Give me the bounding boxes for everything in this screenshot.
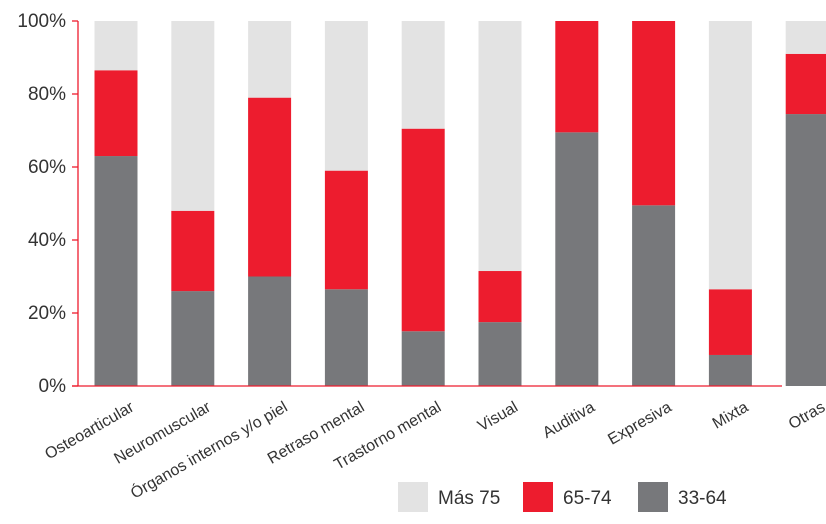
y-tick-label-5: 100% (17, 11, 66, 32)
bar-trastorno-mental-mas-75 (401, 21, 445, 129)
legend-swatch-65-74 (523, 482, 553, 512)
x-tick-label-mixta: Mixta (710, 399, 752, 433)
bar-retraso-mental-33-64 (324, 289, 368, 386)
x-tick-label-auditiva: Auditiva (540, 399, 598, 442)
bar-trastorno-mental-65-74 (401, 128, 445, 332)
bar-mixta-mas-75 (708, 21, 752, 290)
bar-otras-33-64 (785, 114, 826, 386)
bar-neuromuscular-65-74 (171, 210, 215, 292)
y-tick-label-2: 40% (28, 230, 66, 251)
x-tick-label-otras: Otras (786, 399, 826, 433)
y-tick-label-1: 20% (28, 303, 66, 324)
bar-visual-mas-75 (478, 21, 522, 272)
legend-label-65-74: 65-74 (563, 488, 612, 509)
bar-osteoarticular-mas-75 (94, 21, 138, 71)
bar-retraso-mental-mas-75 (324, 21, 368, 171)
legend-swatch-mas-75 (398, 482, 428, 512)
y-axis: 0% 20% 40% 60% 80% 100% (17, 11, 782, 397)
bar-otras-mas-75 (785, 21, 826, 54)
bar-neuromuscular-mas-75 (171, 21, 215, 211)
bar-osteoarticular-65-74 (94, 70, 138, 157)
legend-label-33-64: 33-64 (678, 488, 727, 509)
bar-visual-33-64 (478, 322, 522, 387)
bar-auditiva-65-74 (555, 21, 599, 133)
bar-neuromuscular-33-64 (171, 291, 215, 386)
bar-retraso-mental-65-74 (324, 170, 368, 290)
bar-expresiva-65-74 (632, 21, 676, 206)
bar-mixta-33-64 (708, 354, 752, 386)
y-tick-label-3: 60% (28, 157, 66, 178)
x-tick-label-visual: Visual (475, 399, 521, 435)
bar-osteoarticular-33-64 (94, 156, 138, 386)
y-tick-label-0: 0% (39, 376, 67, 397)
bar-expresiva-33-64 (632, 205, 676, 386)
y-tick-label-4: 80% (28, 84, 66, 105)
bar-visual-65-74 (478, 271, 522, 323)
bar-organos-internos-y-o-piel-65-74 (248, 97, 292, 277)
bars-group (94, 21, 826, 387)
bar-otras-65-74 (785, 53, 826, 115)
legend: Más 75 65-74 33-64 (398, 482, 727, 512)
bar-mixta-65-74 (708, 289, 752, 355)
legend-swatch-33-64 (638, 482, 668, 512)
bar-organos-internos-y-o-piel-33-64 (248, 276, 292, 386)
legend-label-mas-75: Más 75 (438, 488, 500, 509)
bar-trastorno-mental-33-64 (401, 331, 445, 386)
bar-organos-internos-y-o-piel-mas-75 (248, 21, 292, 98)
x-tick-label-expresiva: Expresiva (605, 399, 674, 449)
bar-auditiva-33-64 (555, 132, 599, 386)
